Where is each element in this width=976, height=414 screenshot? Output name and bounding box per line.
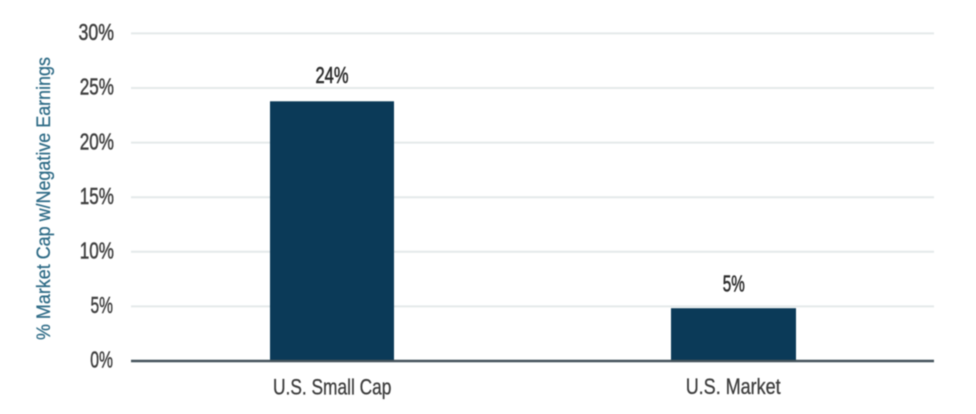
svg-text:15%: 15% — [80, 183, 114, 209]
svg-text:24%: 24% — [316, 62, 349, 88]
svg-text:5%: 5% — [723, 270, 745, 296]
svg-text:% Market Cap w/Negative Earnin: % Market Cap w/Negative Earnings — [33, 57, 55, 340]
svg-text:0%: 0% — [90, 347, 113, 373]
svg-text:20%: 20% — [80, 128, 114, 154]
svg-text:30%: 30% — [79, 19, 115, 45]
svg-text:5%: 5% — [91, 292, 114, 318]
svg-text:U.S. Market: U.S. Market — [686, 374, 781, 399]
svg-text:10%: 10% — [80, 238, 114, 264]
svg-text:U.S. Small Cap: U.S. Small Cap — [273, 375, 391, 400]
svg-text:25%: 25% — [80, 74, 114, 100]
